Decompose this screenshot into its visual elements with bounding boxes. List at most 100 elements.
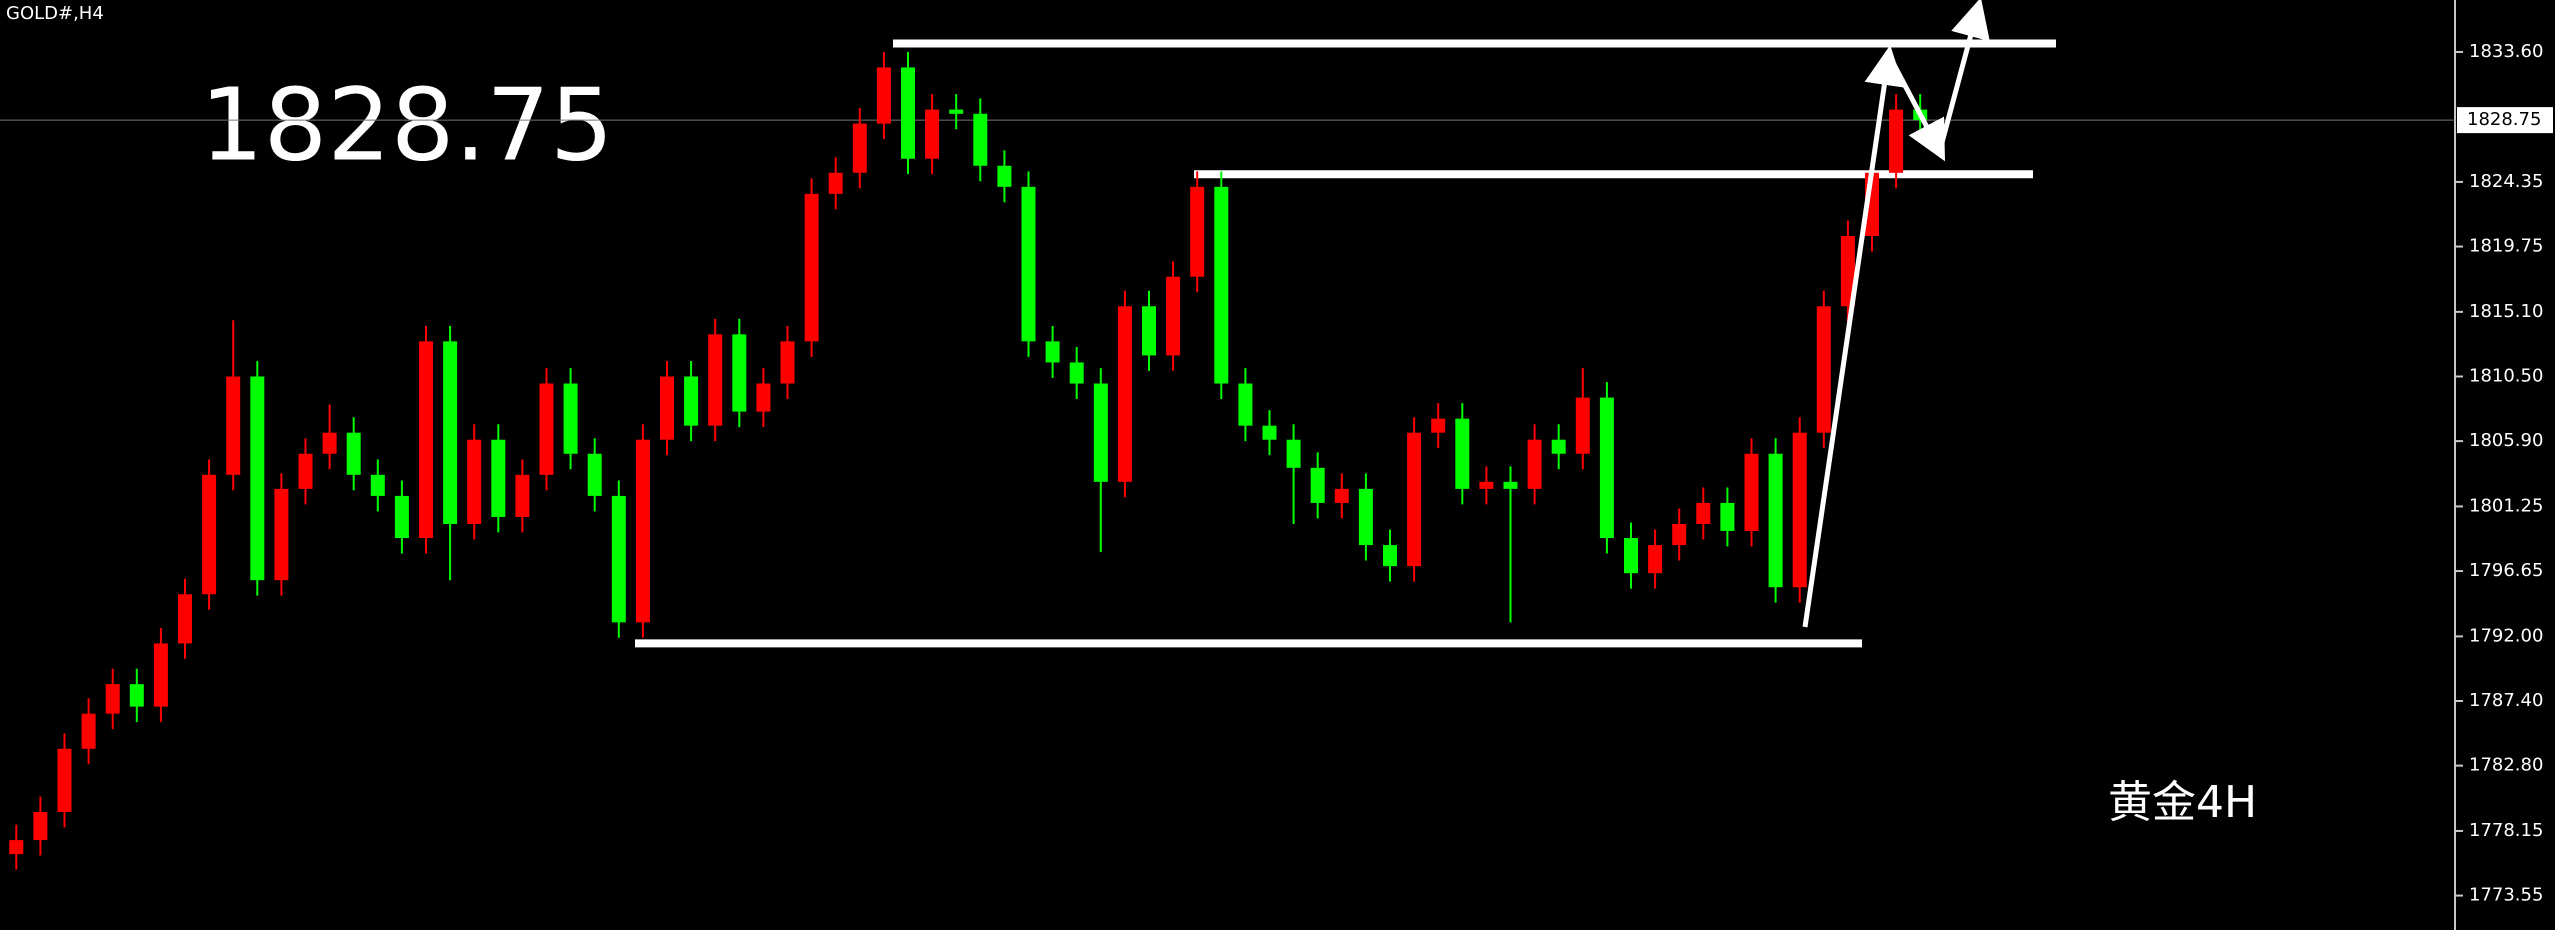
candle-body bbox=[515, 474, 530, 517]
candle-body bbox=[563, 383, 578, 454]
candle-body bbox=[274, 488, 289, 581]
y-tick-label: 1782.80 bbox=[2469, 755, 2543, 776]
candle-body bbox=[1889, 109, 1904, 173]
candle-body bbox=[660, 376, 674, 440]
candle-body bbox=[1286, 439, 1301, 468]
candle-body bbox=[1648, 545, 1663, 574]
annotation: 黄金4H bbox=[2108, 777, 2257, 828]
candle-body bbox=[1768, 453, 1783, 588]
candle-body bbox=[1816, 306, 1831, 433]
candle-body bbox=[1045, 341, 1060, 363]
candle-body bbox=[828, 172, 843, 194]
candle-body bbox=[684, 376, 699, 426]
candle-body bbox=[1069, 362, 1084, 384]
candle-body bbox=[973, 113, 988, 166]
candle-body bbox=[756, 383, 771, 412]
candle-body bbox=[949, 109, 964, 114]
candle-body bbox=[1431, 418, 1446, 433]
candle-body bbox=[346, 432, 361, 475]
candle-body bbox=[394, 495, 409, 539]
candle-body bbox=[1575, 397, 1590, 454]
candle-body bbox=[1455, 418, 1470, 489]
y-tick-label: 1778.15 bbox=[2469, 820, 2543, 841]
big-price: 1828.75 bbox=[200, 66, 614, 183]
y-tick-label: 1819.75 bbox=[2469, 236, 2543, 257]
candle-body bbox=[901, 67, 915, 159]
candle-body bbox=[1479, 481, 1494, 489]
candle-body bbox=[33, 811, 48, 841]
candle-body bbox=[732, 334, 747, 412]
candle-body bbox=[226, 376, 241, 475]
y-tick-label: 1833.60 bbox=[2469, 41, 2543, 62]
candle-body bbox=[153, 643, 168, 707]
candle-body bbox=[1310, 467, 1325, 503]
candle-body bbox=[202, 474, 217, 595]
candle-body bbox=[1624, 538, 1638, 574]
candle-body bbox=[178, 594, 192, 644]
candle-body bbox=[1214, 186, 1229, 384]
candle-body bbox=[1117, 306, 1132, 482]
candle-body bbox=[1720, 502, 1735, 532]
candle-body bbox=[708, 334, 723, 426]
candle-body bbox=[1142, 306, 1156, 356]
candle-body bbox=[852, 123, 867, 173]
arrow bbox=[1887, 55, 1945, 162]
y-tick-label: 1805.90 bbox=[2469, 430, 2543, 451]
chart-title: GOLD#,H4 bbox=[6, 3, 104, 24]
candle-body bbox=[539, 383, 554, 475]
y-tick-label: 1773.55 bbox=[2469, 885, 2543, 906]
y-tick-label: 1787.40 bbox=[2469, 690, 2543, 711]
candle-body bbox=[322, 432, 337, 454]
y-tick-label: 1824.35 bbox=[2469, 171, 2543, 192]
candle-body bbox=[1358, 488, 1373, 546]
candle-body bbox=[1792, 432, 1807, 588]
candle-body bbox=[467, 439, 482, 525]
candle-body bbox=[57, 748, 72, 812]
candle-body bbox=[419, 341, 433, 539]
candle-body bbox=[298, 453, 313, 489]
candle-body bbox=[1551, 439, 1566, 454]
candle-body bbox=[1696, 502, 1711, 525]
y-tick-label: 1801.25 bbox=[2469, 495, 2543, 516]
candle-body bbox=[1166, 276, 1181, 356]
candle-body bbox=[1672, 524, 1687, 546]
candle-body bbox=[105, 684, 120, 714]
candle-body bbox=[1503, 481, 1518, 489]
candle-body bbox=[804, 193, 819, 342]
candle-body bbox=[876, 67, 891, 124]
candle-body bbox=[611, 495, 626, 623]
price-label: 1828.75 bbox=[2467, 109, 2541, 130]
candle-body bbox=[1093, 383, 1108, 482]
candle-body bbox=[635, 439, 650, 623]
candle-body bbox=[81, 713, 96, 749]
candle-body bbox=[997, 165, 1012, 187]
candle-body bbox=[491, 439, 506, 517]
candle-body bbox=[9, 840, 24, 855]
arrow bbox=[1937, 0, 1990, 151]
candle-body bbox=[1599, 397, 1614, 539]
candle-body bbox=[129, 684, 144, 707]
candle-body bbox=[250, 376, 265, 581]
candle-body bbox=[443, 341, 458, 525]
candle-body bbox=[587, 453, 602, 496]
candle-body bbox=[1190, 186, 1205, 277]
y-tick-label: 1810.50 bbox=[2469, 365, 2543, 386]
candle-body bbox=[925, 109, 940, 159]
candle-body bbox=[1334, 488, 1349, 503]
candle-body bbox=[1262, 425, 1277, 440]
candle-body bbox=[780, 341, 795, 384]
arrow bbox=[1802, 45, 1905, 628]
candle-body bbox=[1407, 432, 1422, 567]
price-box bbox=[2457, 107, 2553, 134]
candle-body bbox=[1021, 186, 1036, 342]
y-tick-label: 1815.10 bbox=[2469, 301, 2543, 322]
candle-body bbox=[370, 474, 385, 496]
candle-body bbox=[1527, 439, 1542, 489]
candle-body bbox=[1238, 383, 1253, 426]
y-tick-label: 1796.65 bbox=[2469, 560, 2543, 581]
candle-body bbox=[1383, 545, 1397, 567]
candle-body bbox=[1744, 453, 1759, 532]
candle-body bbox=[1840, 236, 1855, 307]
y-tick-label: 1792.00 bbox=[2469, 625, 2543, 646]
